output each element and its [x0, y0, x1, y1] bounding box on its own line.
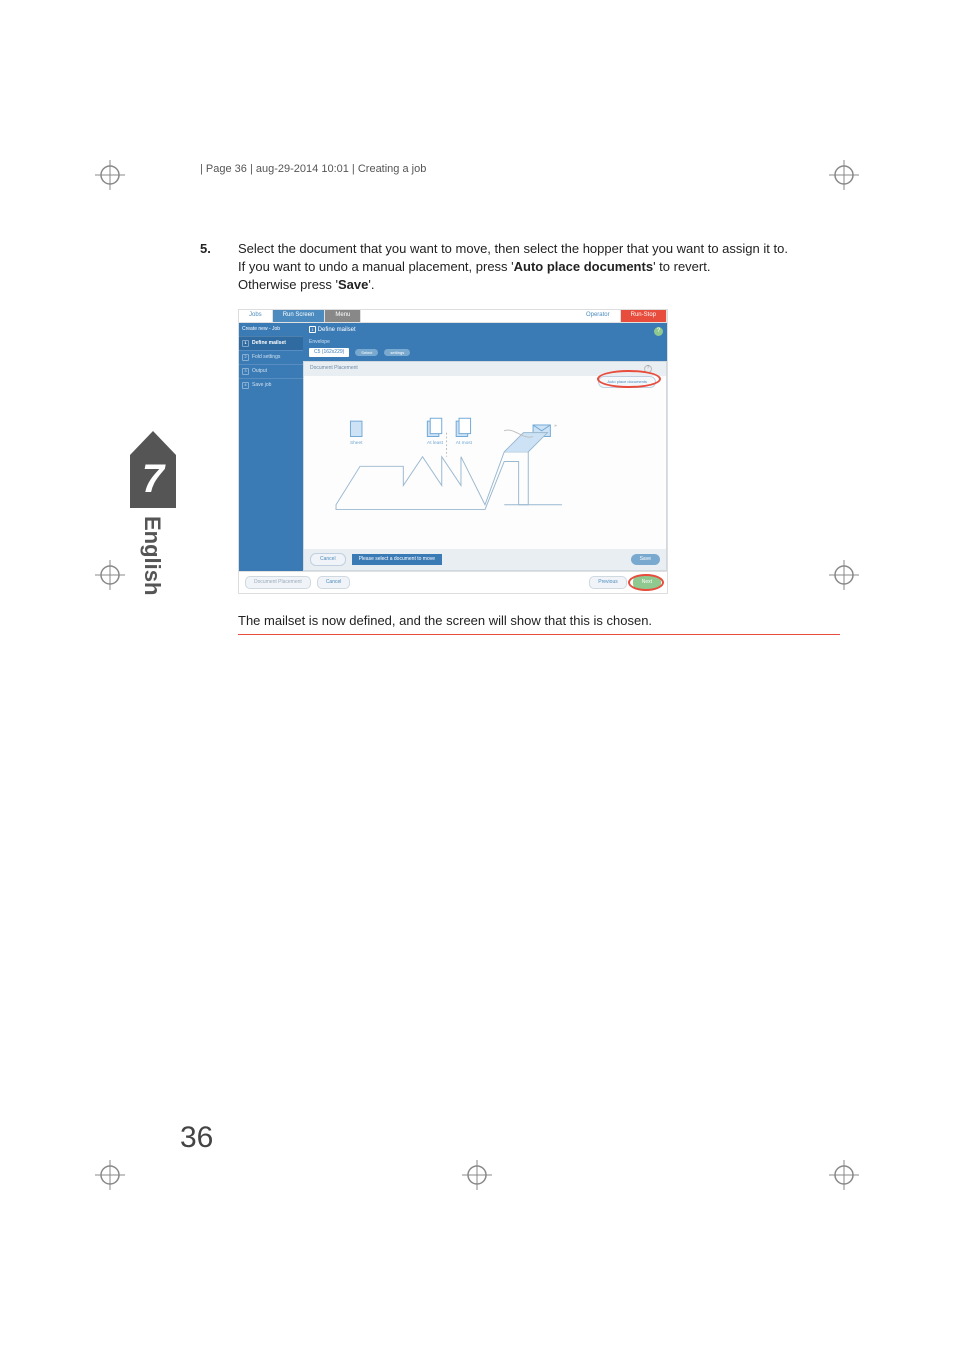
dp-footer: Cancel Please select a document to move …	[304, 549, 666, 570]
svg-text:At least: At least	[427, 440, 444, 446]
sidebar-item-save-job[interactable]: 4 Save job	[239, 378, 303, 392]
ss-main: 1 Define mailset ? Envelope C5 (162x229)…	[303, 323, 667, 571]
dp-body: Sheet At least At most	[304, 376, 666, 549]
step-number: 5.	[200, 240, 220, 635]
help-icon[interactable]: ?	[654, 327, 663, 336]
step-line-2: If you want to undo a manual placement, …	[238, 258, 840, 276]
run-stop-button[interactable]: Run-Stop	[621, 310, 667, 322]
main-title: 1 Define mailset	[303, 323, 667, 337]
envelope-value: C5 (162x229)	[309, 348, 349, 357]
crop-mark-bottom-right	[819, 1150, 869, 1200]
crop-mark-bottom-left	[85, 1150, 135, 1200]
machine-diagram: Sheet At least At most	[312, 388, 658, 545]
dp-cancel-button[interactable]: Cancel	[310, 553, 346, 566]
chapter-language: English	[130, 508, 174, 603]
tab-operator[interactable]: Operator	[576, 310, 621, 322]
crop-mark-mid-left	[85, 550, 135, 600]
step-line-1: Select the document that you want to mov…	[238, 240, 840, 258]
step-line-3: Otherwise press 'Save'.	[238, 276, 840, 294]
closing-text: The mailset is now defined, and the scre…	[238, 612, 840, 635]
envelope-settings-button[interactable]: settings	[384, 349, 410, 357]
header-section: Creating a job	[358, 163, 427, 175]
envelope-bar: ? Envelope C5 (162x229) Select settings	[303, 337, 667, 361]
ui-screenshot: Jobs Run Screen Menu Operator Run-Stop C…	[238, 309, 668, 594]
crop-mark-top-right	[819, 150, 869, 200]
chapter-number: 7	[130, 455, 176, 508]
ss-sidebar: Create new - Job 1 Define mailset 2 Fold…	[239, 323, 303, 571]
sidebar-item-output[interactable]: 3 Output	[239, 364, 303, 378]
bottom-previous-button[interactable]: Previous	[589, 576, 626, 589]
highlight-circle-auto	[597, 370, 661, 388]
svg-text:At most: At most	[456, 440, 473, 446]
ss-body: Create new - Job 1 Define mailset 2 Fold…	[239, 323, 667, 571]
document-placement-panel: Document Placement ? Auto place document…	[303, 361, 667, 571]
sidebar-title: Create new - Job	[239, 323, 303, 336]
page-header: | Page 36 | aug-29-2014 10:01 | Creating…	[200, 163, 426, 175]
svg-text:»: »	[554, 424, 557, 429]
header-page: Page 36	[206, 163, 247, 175]
page-number: 36	[180, 1121, 213, 1155]
crop-mark-top-left	[85, 150, 135, 200]
dp-status: Please select a document to move	[352, 554, 442, 565]
bottom-cancel-button[interactable]: Cancel	[317, 576, 351, 589]
crop-mark-bottom-center	[452, 1150, 502, 1200]
chapter-tab: 7 English	[130, 455, 176, 603]
content-area: 5. Select the document that you want to …	[200, 240, 840, 635]
envelope-label: Envelope	[309, 339, 661, 346]
highlight-circle-next	[628, 574, 664, 591]
tab-menu[interactable]: Menu	[325, 310, 361, 322]
tab-jobs[interactable]: Jobs	[239, 310, 273, 322]
step-5: 5. Select the document that you want to …	[200, 240, 840, 635]
step-body: Select the document that you want to mov…	[238, 240, 840, 635]
envelope-select-button[interactable]: Select	[355, 349, 378, 357]
header-timestamp: aug-29-2014 10:01	[256, 163, 349, 175]
bottom-doc-placement-button[interactable]: Document Placement	[245, 576, 311, 589]
dp-save-button[interactable]: Save	[631, 554, 660, 565]
svg-text:Sheet: Sheet	[350, 440, 363, 446]
ss-bottom-bar: Document Placement Cancel Previous Next	[239, 571, 667, 593]
tab-run-screen[interactable]: Run Screen	[273, 310, 326, 322]
ss-topbar: Jobs Run Screen Menu Operator Run-Stop	[239, 310, 667, 323]
sidebar-item-fold-settings[interactable]: 2 Fold settings	[239, 350, 303, 364]
sidebar-item-define-mailset[interactable]: 1 Define mailset	[239, 336, 303, 350]
